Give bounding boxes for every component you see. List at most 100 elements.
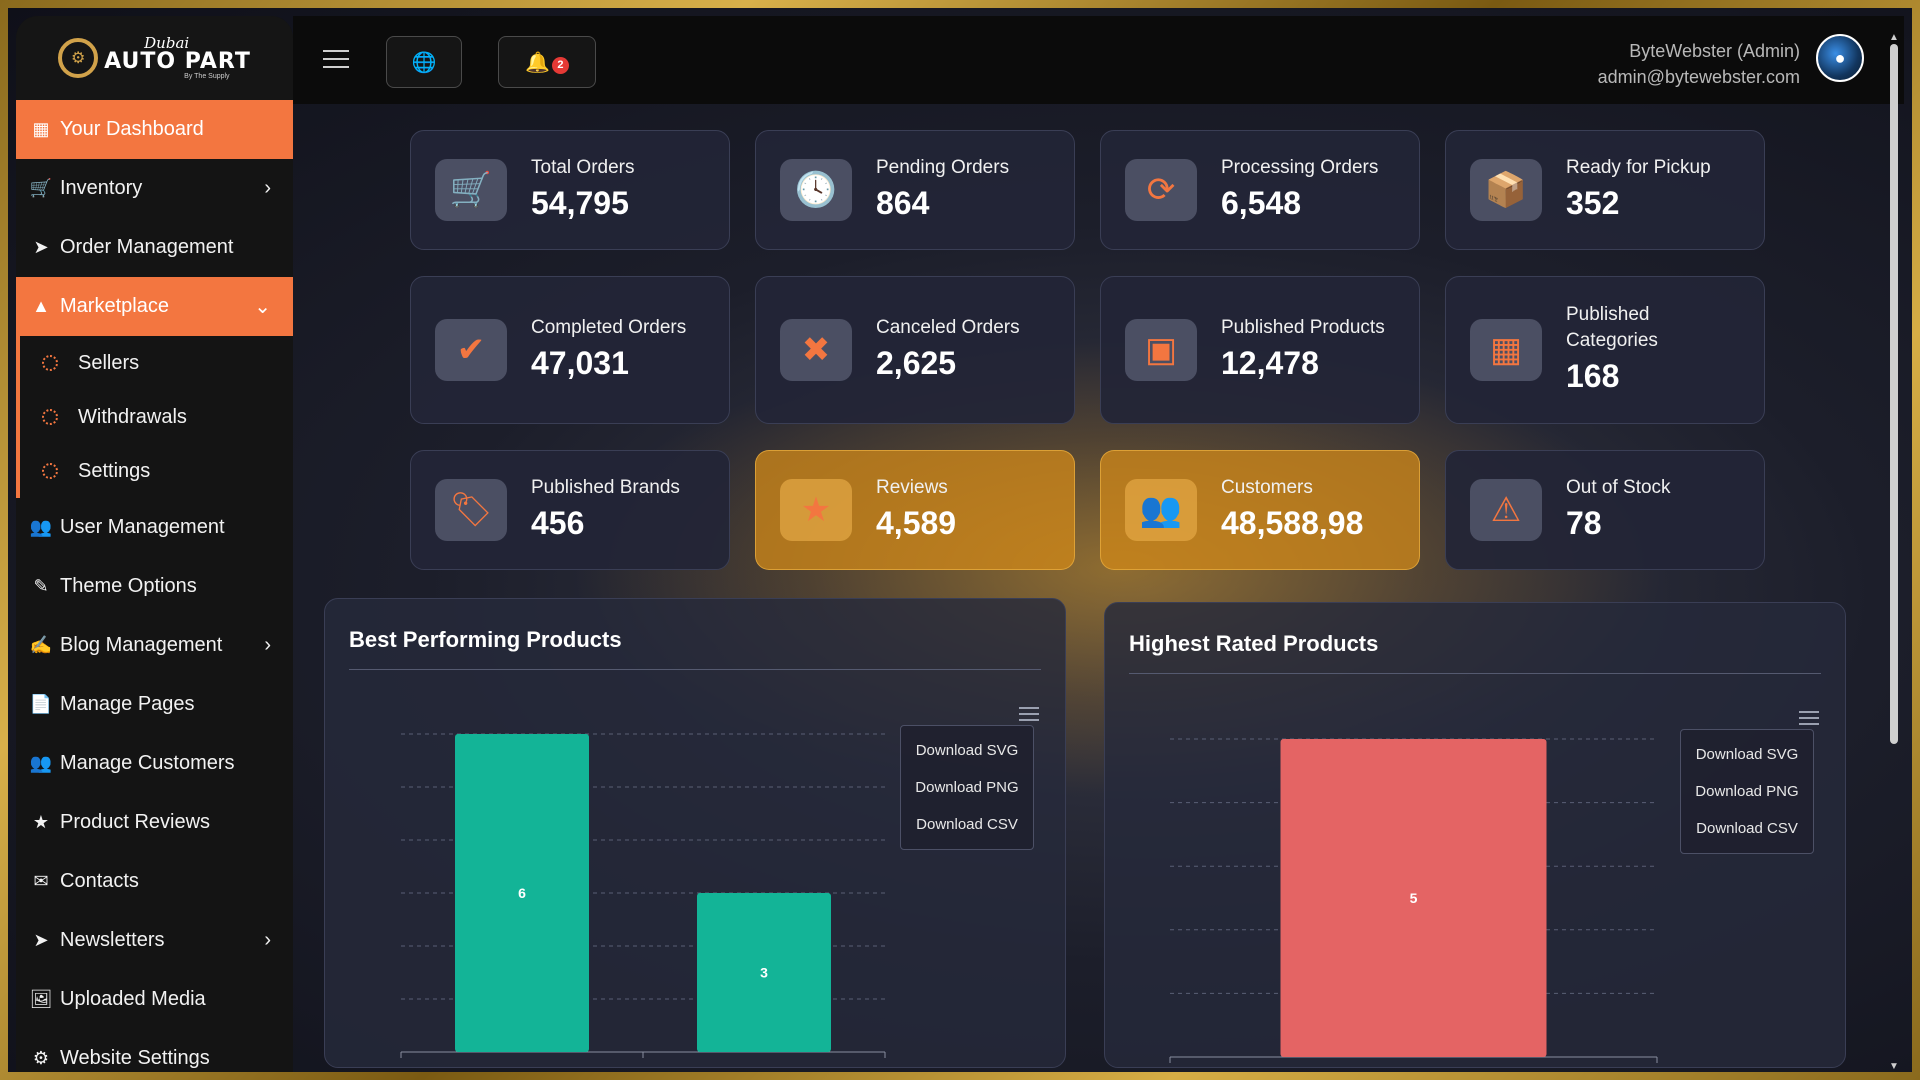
sidebar-item-label: Inventory (60, 177, 143, 199)
user-info[interactable]: ByteWebster (Admin) admin@bytewebster.co… (1598, 38, 1800, 90)
bar[interactable] (455, 734, 589, 1052)
stat-card-completed-orders[interactable]: ✔ Completed Orders 47,031 (410, 276, 730, 424)
highest-rated-products-panel: Highest Rated Products 5Enkei RPF1 18x9.… (1104, 602, 1846, 1068)
stat-label: Pending Orders (876, 157, 1010, 178)
stat-value: 4,589 (876, 505, 957, 541)
tags-icon: 🏷 (435, 479, 507, 541)
star-icon: ★ (780, 479, 852, 541)
stat-card-total-orders[interactable]: 🛒 Total Orders 54,795 (410, 130, 730, 250)
sidebar-subitem-label: Withdrawals (78, 405, 187, 428)
sidebar-subitem-sellers[interactable]: Sellers (16, 336, 293, 390)
stat-value: 6,548 (1221, 185, 1302, 221)
stat-label: Published Products (1221, 317, 1385, 338)
logo-sub-text: By The Supply (184, 73, 230, 80)
sidebar-item-theme-options[interactable]: ✎ Theme Options (16, 557, 293, 616)
stat-card-processing-orders[interactable]: ⟳ Processing Orders 6,548 (1100, 130, 1420, 250)
stat-card-customers[interactable]: 👥 Customers 48,588,98 (1100, 450, 1420, 570)
stat-value: 48,588,98 (1221, 505, 1364, 541)
stat-value: 2,625 (876, 345, 957, 381)
download-png-item[interactable]: Download PNG (915, 779, 1019, 796)
stat-label: Reviews (876, 477, 948, 498)
sidebar-subitem-settings[interactable]: Settings (16, 444, 293, 498)
users-icon: 👥 (29, 517, 53, 537)
sidebar-item-newsletters[interactable]: ➤ Newsletters › (16, 911, 293, 970)
language-button[interactable]: 🌐 (386, 36, 462, 88)
globe-icon: 🌐 (411, 51, 437, 74)
customers-icon: 👥 (1125, 479, 1197, 541)
grid-icon: ▦ (1470, 319, 1542, 381)
download-csv-item[interactable]: Download CSV (916, 816, 1018, 833)
customers-icon: 👥 (29, 753, 53, 773)
sidebar-subitem-label: Settings (78, 459, 151, 482)
sidebar-item-dashboard[interactable]: ▦ Your Dashboard (16, 100, 293, 159)
download-csv-item[interactable]: Download CSV (1696, 820, 1798, 837)
circle-icon (42, 355, 58, 371)
stat-card-published-categories[interactable]: ▦ Published Categories 168 (1445, 276, 1765, 424)
scrollbar-thumb[interactable] (1890, 44, 1898, 744)
stat-card-published-products[interactable]: ▣ Published Products 12,478 (1100, 276, 1420, 424)
scrollbar[interactable]: ▲ ▼ (1888, 32, 1900, 1072)
sidebar-item-label: User Management (60, 516, 225, 538)
sidebar-item-inventory[interactable]: 🛒 Inventory › (16, 159, 293, 218)
sidebar-subitem-label: Sellers (78, 351, 140, 374)
user-name: ByteWebster (Admin) (1629, 41, 1800, 61)
bar[interactable] (697, 893, 831, 1052)
best-performing-chart: 6 Enkei RPF1 18x9.5 Silver Wheel 5x114.3 … (371, 733, 886, 1067)
stat-value: 864 (876, 185, 930, 221)
avatar[interactable]: ● (1816, 34, 1864, 82)
download-png-item[interactable]: Download PNG (1695, 783, 1799, 800)
stat-card-published-brands[interactable]: 🏷 Published Brands 456 (410, 450, 730, 570)
sidebar-item-label: Order Management (60, 236, 234, 258)
download-svg-item[interactable]: Download SVG (1695, 746, 1799, 763)
sidebar-item-user-management[interactable]: 👥 User Management (16, 498, 293, 557)
sidebar-item-marketplace[interactable]: ▲ Marketplace ⌄ (16, 277, 293, 336)
stat-card-out-of-stock[interactable]: ⚠ Out of Stock 78 (1445, 450, 1765, 570)
stat-card-ready-for-pickup[interactable]: 📦 Ready for Pickup 352 (1445, 130, 1765, 250)
scroll-down-icon[interactable]: ▼ (1889, 1061, 1899, 1072)
logo[interactable]: ⚙ Dubai AUTO PART By The Supply (16, 16, 293, 100)
sitemap-icon: ▲ (32, 296, 50, 316)
sidebar-item-label: Product Reviews (60, 811, 211, 833)
stat-card-pending-orders[interactable]: 🕓 Pending Orders 864 (755, 130, 1075, 250)
stat-card-canceled-orders[interactable]: ✖ Canceled Orders 2,625 (755, 276, 1075, 424)
bar[interactable] (1280, 739, 1547, 1057)
sidebar-item-label: Manage Customers (60, 752, 235, 774)
stat-label: Out of Stock (1566, 477, 1671, 498)
sidebar-item-label: Newsletters (60, 929, 165, 951)
sidebar-item-manage-customers[interactable]: 👥 Manage Customers (16, 734, 293, 793)
image-icon: 🖼 (29, 989, 53, 1009)
hamburger-menu-icon[interactable] (323, 50, 349, 74)
stat-value: 352 (1566, 185, 1620, 221)
sidebar-item-blog-management[interactable]: ✍ Blog Management › (16, 616, 293, 675)
highest-rated-chart: 5Enkei RPF1 18x9.5 Silver Wheel 5x114.3 … (1169, 738, 1658, 1063)
stat-label: Processing Orders (1221, 157, 1379, 178)
download-svg-item[interactable]: Download SVG (915, 742, 1019, 759)
stat-label: Ready for Pickup (1566, 157, 1711, 178)
sidebar-item-label: Theme Options (60, 575, 197, 597)
bell-icon: 🔔 (525, 51, 550, 74)
stat-card-reviews[interactable]: ★ Reviews 4,589 (755, 450, 1075, 570)
sidebar-item-contacts[interactable]: ✉ Contacts (16, 852, 293, 911)
chart-menu-icon[interactable] (1799, 711, 1819, 729)
scroll-up-icon[interactable]: ▲ (1889, 32, 1899, 43)
download-menu: Download SVG Download PNG Download CSV (1680, 729, 1814, 854)
sidebar-subitem-withdrawals[interactable]: Withdrawals (16, 390, 293, 444)
sidebar-item-website-settings[interactable]: ⚙ Website Settings (16, 1029, 293, 1072)
open-box-icon: 📦 (1470, 159, 1542, 221)
sidebar-item-label: Blog Management (60, 634, 223, 656)
sidebar-item-label: Manage Pages (60, 693, 195, 715)
stat-value: 47,031 (531, 345, 629, 381)
check-circle-icon: ✔ (435, 319, 507, 381)
chevron-right-icon: › (264, 634, 271, 656)
chart-menu-icon[interactable] (1019, 707, 1039, 725)
sidebar-item-order-management[interactable]: ➤ Order Management (16, 218, 293, 277)
chevron-down-icon: ⌄ (254, 296, 271, 318)
star-icon: ★ (32, 812, 50, 832)
sidebar-item-uploaded-media[interactable]: 🖼 Uploaded Media (16, 970, 293, 1029)
notifications-button[interactable]: 🔔 2 (498, 36, 596, 88)
sidebar-item-product-reviews[interactable]: ★ Product Reviews (16, 793, 293, 852)
bar-data-label: 6 (518, 885, 526, 901)
cube-icon: ▣ (1125, 319, 1197, 381)
sidebar-item-manage-pages[interactable]: 📄 Manage Pages (16, 675, 293, 734)
stat-label: Published Categories (1566, 304, 1658, 351)
